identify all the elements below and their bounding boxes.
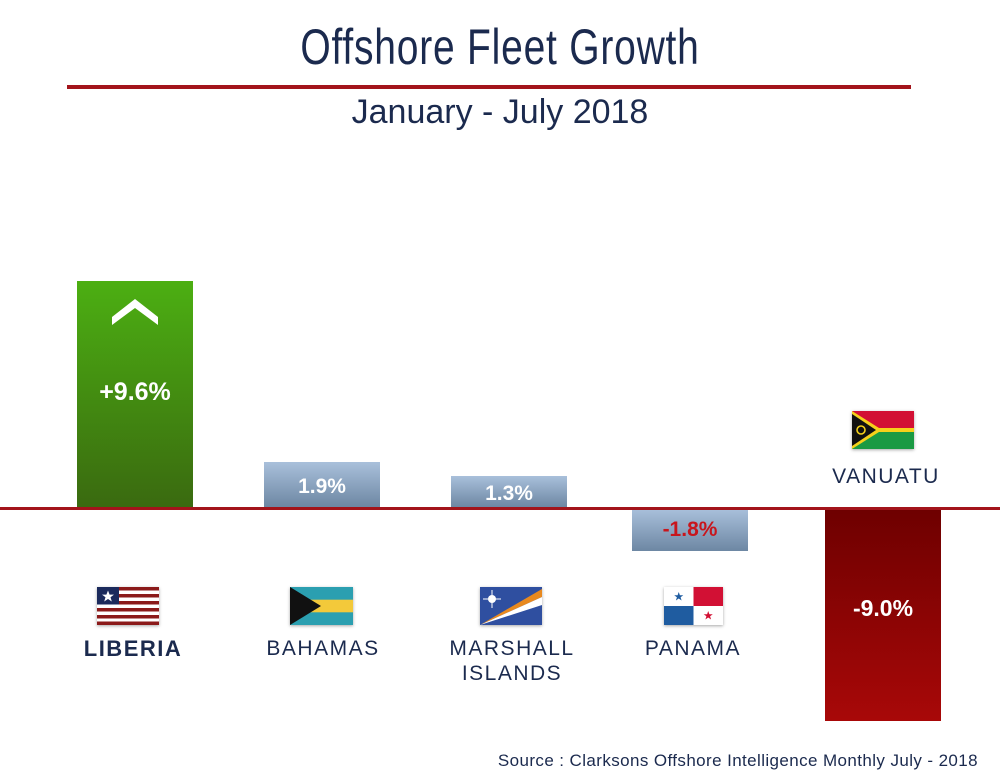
country-label-bahamas: BAHAMAS [266, 637, 380, 660]
chart-subtitle: January - July 2018 [351, 93, 649, 131]
panama-flag-icon [664, 587, 723, 625]
data-label: -1.8% [662, 518, 718, 542]
data-label: 1.3% [485, 481, 533, 505]
bar-bahamas: 1.9% [264, 462, 380, 507]
vanuatu-flag-icon [852, 411, 914, 449]
bar-liberia: +9.6% [77, 281, 193, 507]
country-label-marshall-islands: MARSHALL ISLANDS [449, 637, 575, 685]
title-divider [67, 85, 911, 89]
data-label: 1.9% [298, 474, 346, 498]
chevron-up-icon [112, 299, 158, 326]
data-label: +9.6% [99, 378, 171, 407]
country-label-liberia: LIBERIA [83, 636, 183, 661]
liberia-flag-icon [97, 587, 159, 625]
data-label: -9.0% [852, 595, 914, 621]
bar-panama: -1.8% [632, 509, 748, 552]
country-label-panama: PANAMA [644, 637, 742, 660]
country-label-vanuatu: VANUATU [832, 465, 940, 488]
bahamas-flag-icon [290, 587, 353, 625]
source-note: Source : Clarksons Offshore Intelligence… [497, 751, 978, 770]
bar-marshall-islands: 1.3% [451, 476, 567, 507]
zero-baseline [0, 507, 1000, 510]
bar-vanuatu: -9.0% [825, 509, 941, 721]
chart-title: Offshore Fleet Growth [300, 19, 700, 75]
marshall-islands-flag-icon [480, 587, 542, 625]
